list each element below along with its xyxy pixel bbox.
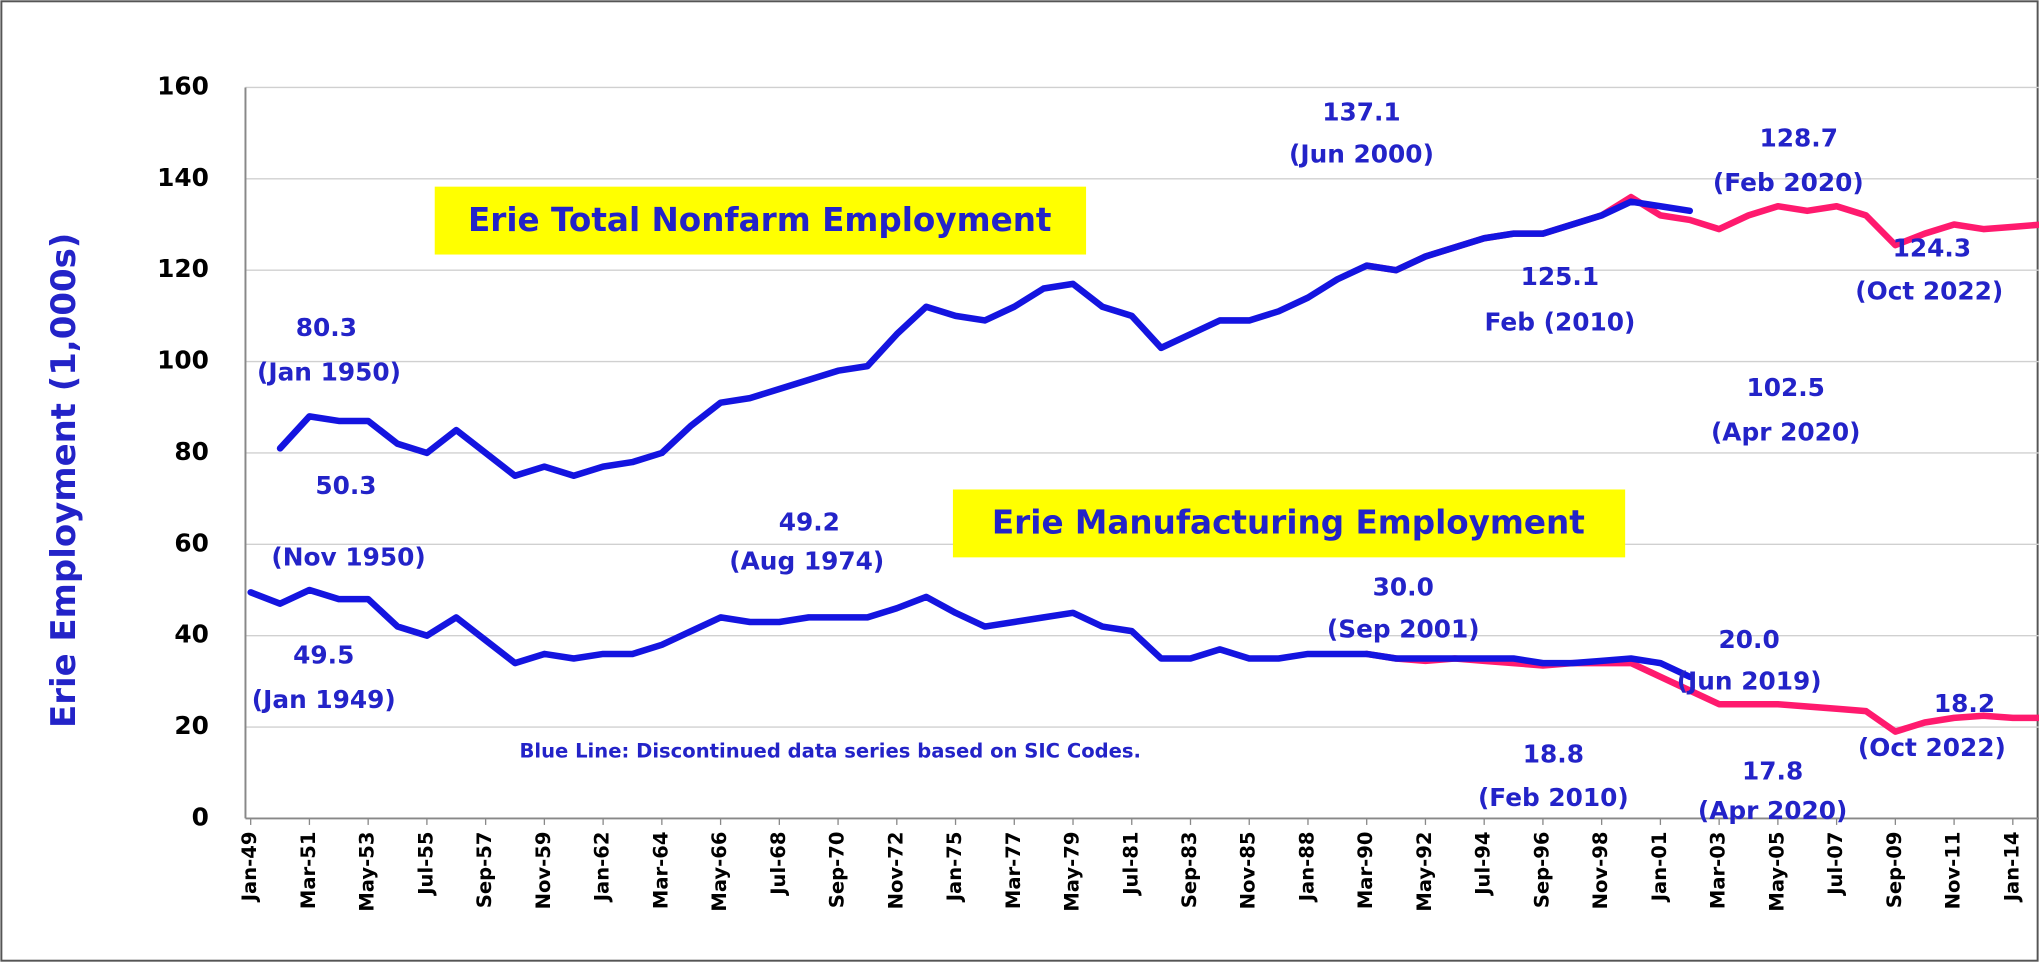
lines <box>247 193 2039 735</box>
data-line <box>1363 650 2039 735</box>
x-tick-label: Jul-94 <box>1472 831 1495 896</box>
y-tick-label: 0 <box>192 802 209 831</box>
annotation: 18.2 <box>1934 689 1995 718</box>
annotation: (Jun 2000) <box>1289 139 1434 168</box>
x-tick-label: Nov-85 <box>1237 831 1260 909</box>
annotation: 125.1 <box>1521 262 1599 291</box>
annotation: 20.0 <box>1719 625 1780 654</box>
box-label: Erie Total Nonfarm Employment <box>468 201 1052 239</box>
x-tick-label: Mar-51 <box>297 831 320 909</box>
x-tick-label: Mar-03 <box>1707 831 1730 909</box>
x-tick-label: Jan-62 <box>591 831 614 903</box>
annotation: (Nov 1950) <box>271 543 425 572</box>
x-tick-label: Sep-09 <box>1883 831 1906 908</box>
annotation: 124.3 <box>1893 233 1971 262</box>
box-label: Erie Manufacturing Employment <box>992 504 1585 542</box>
annotation: 30.0 <box>1373 573 1434 602</box>
data-line <box>276 198 1694 480</box>
x-tick-label: Jan-88 <box>1295 831 1318 903</box>
annotation: (Aug 1974) <box>729 547 884 576</box>
x-tick-label: Jul-68 <box>767 831 790 896</box>
label-box <box>434 186 1087 255</box>
x-tick-label: Jan-14 <box>2000 831 2023 903</box>
x-tick-label: May-53 <box>356 831 379 911</box>
annotation: 49.5 <box>293 641 354 670</box>
annotation: (Oct 2022) <box>1858 733 2006 762</box>
annotation: (Jan 1949) <box>252 685 396 714</box>
x-tick-label: Jul-55 <box>414 831 437 896</box>
annotation: (Sep 2001) <box>1327 614 1480 643</box>
x-tick-label: Jan-01 <box>1648 831 1671 903</box>
label-box <box>952 489 1626 558</box>
annotation: Feb (2010) <box>1484 308 1635 337</box>
annotation: (Apr 2020) <box>1711 417 1860 446</box>
y-tick-label: 140 <box>157 163 209 192</box>
x-tick-label: Sep-83 <box>1178 831 1201 908</box>
y-tick-label: 40 <box>174 620 209 649</box>
annotation: (Jan 1950) <box>257 357 401 386</box>
annotation: 102.5 <box>1746 373 1824 402</box>
x-tick-label: Nov-11 <box>1942 831 1965 909</box>
grid: 0 20 40 60 80 100 120 140 160 Jan-49 Mar-51 May-53 J… <box>157 71 2039 912</box>
annotation: 18.8 <box>1523 740 1584 769</box>
y-axis-label: Erie Employment (1,000s) <box>45 233 84 728</box>
x-tick-label: Jul-07 <box>1824 831 1847 896</box>
annotation: (Feb 2010) <box>1478 783 1629 812</box>
y-tick-label: 160 <box>157 71 209 100</box>
x-tick-label: Mar-77 <box>1002 831 1025 909</box>
x-tick-label: May-05 <box>1765 831 1788 911</box>
y-tick-label: 80 <box>174 437 209 466</box>
data-line <box>247 586 1694 681</box>
x-tick-label: Mar-90 <box>1354 831 1377 909</box>
annotation: 80.3 <box>296 313 357 342</box>
x-tick-label: Sep-57 <box>473 831 496 908</box>
annotation: (Oct 2022) <box>1855 276 2003 305</box>
x-tick-label: May-92 <box>1413 831 1436 911</box>
x-tick-label: Jan-75 <box>943 831 966 903</box>
annotation: 49.2 <box>779 507 840 536</box>
x-tick-label: Jul-81 <box>1119 831 1142 896</box>
x-tick-label: May-66 <box>708 831 731 911</box>
annotation: (Feb 2020) <box>1713 168 1864 197</box>
x-tick-label: Sep-70 <box>826 831 849 908</box>
annotation: 137.1 <box>1322 98 1400 127</box>
y-tick-label: 100 <box>157 346 209 375</box>
annotation: 128.7 <box>1760 124 1838 153</box>
x-tick-label: Mar-64 <box>649 831 672 909</box>
annotation: 50.3 <box>315 471 376 500</box>
x-tick-label: Nov-72 <box>884 831 907 909</box>
x-tick-label: Nov-98 <box>1589 831 1612 909</box>
x-tick-label: Sep-96 <box>1530 831 1553 908</box>
annotation: (Jun 2019) <box>1677 667 1822 696</box>
y-tick-label: 120 <box>157 254 209 283</box>
x-tick-label: Nov-59 <box>532 831 555 909</box>
x-tick-label: Jan-49 <box>238 831 261 903</box>
y-tick-label: 20 <box>174 711 209 740</box>
annotation: (Apr 2020) <box>1698 796 1847 825</box>
footnote: Blue Line: Discontinued data series base… <box>519 739 1141 762</box>
annotation: 17.8 <box>1742 757 1803 786</box>
x-tick-label: May-79 <box>1061 831 1084 911</box>
y-tick-label: 60 <box>174 528 209 557</box>
